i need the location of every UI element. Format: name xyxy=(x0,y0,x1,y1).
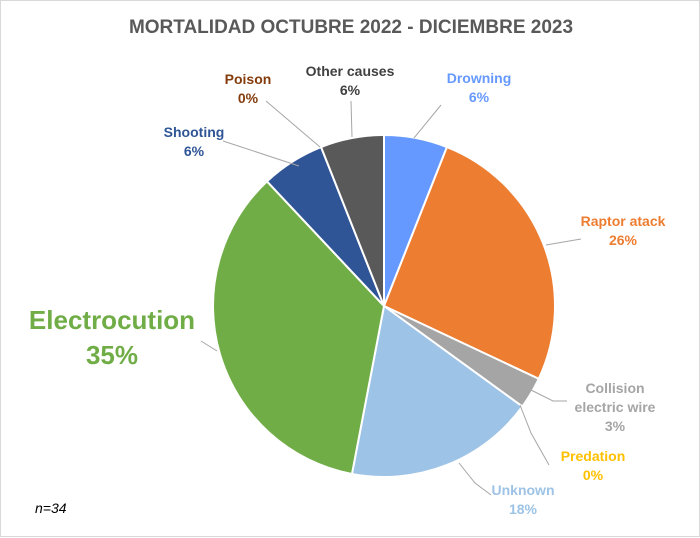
data-label-value: 6% xyxy=(469,89,490,105)
data-label-value: 0% xyxy=(583,467,604,483)
data-label-shooting: Shooting 6% xyxy=(164,124,225,159)
sample-size-note: n=34 xyxy=(35,500,67,516)
data-label-value: 35% xyxy=(86,340,138,370)
data-label-predation: Predation 0% xyxy=(561,448,626,483)
slice-other-causes xyxy=(319,133,385,307)
leader-line-poison xyxy=(265,100,321,148)
leader-lines xyxy=(200,100,582,496)
data-labels: Drowning 6% Raptor atack 26% Collision electr… xyxy=(29,63,666,517)
data-label-collision-electric-wire: Collision electric wire 3% xyxy=(575,380,656,434)
leader-line-electrocution xyxy=(200,340,218,352)
leader-line-collision-electric-wire xyxy=(524,386,567,402)
data-label-other-causes: Other causes 6% xyxy=(306,63,395,98)
data-label-name: Other causes xyxy=(306,63,395,79)
data-label-value: 26% xyxy=(609,232,638,248)
leader-line-raptor-atack xyxy=(545,238,582,246)
data-label-value: 0% xyxy=(238,90,259,106)
data-label-name: Drowning xyxy=(447,70,512,86)
data-label-raptor-atack: Raptor atack 26% xyxy=(581,213,666,248)
data-label-electrocution: Electrocution 35% xyxy=(29,305,195,370)
data-label-name: Shooting xyxy=(164,124,225,140)
data-label-value: 6% xyxy=(340,82,361,98)
leader-line-drowning xyxy=(413,104,442,139)
chart-title: MORTALIDAD OCTUBRE 2022 - DICIEMBRE 2023 xyxy=(129,17,573,38)
data-label-name: Raptor atack xyxy=(581,213,666,229)
data-label-name: Poison xyxy=(225,71,272,87)
leader-line-unknown xyxy=(458,462,492,496)
data-label-value: 3% xyxy=(605,418,626,434)
data-label-drowning: Drowning 6% xyxy=(447,70,512,105)
data-label-name: electric wire xyxy=(575,399,656,415)
slice-unknown xyxy=(350,304,524,478)
pie-slices xyxy=(212,133,557,478)
data-label-poison: Poison 0% xyxy=(225,71,272,106)
data-label-value: 6% xyxy=(184,143,205,159)
data-label-name: Electrocution xyxy=(29,305,195,335)
slice-electrocution xyxy=(212,179,386,476)
leader-line-other-causes xyxy=(350,100,353,138)
data-label-value: 18% xyxy=(509,501,538,517)
leader-line-predation xyxy=(519,404,550,466)
data-label-name: Unknown xyxy=(492,482,555,498)
data-label-name: Collision xyxy=(585,380,644,396)
leader-line-shooting xyxy=(222,140,300,167)
data-label-unknown: Unknown 18% xyxy=(492,482,555,517)
data-label-name: Predation xyxy=(561,448,626,464)
slice-raptor-atack xyxy=(382,145,557,381)
